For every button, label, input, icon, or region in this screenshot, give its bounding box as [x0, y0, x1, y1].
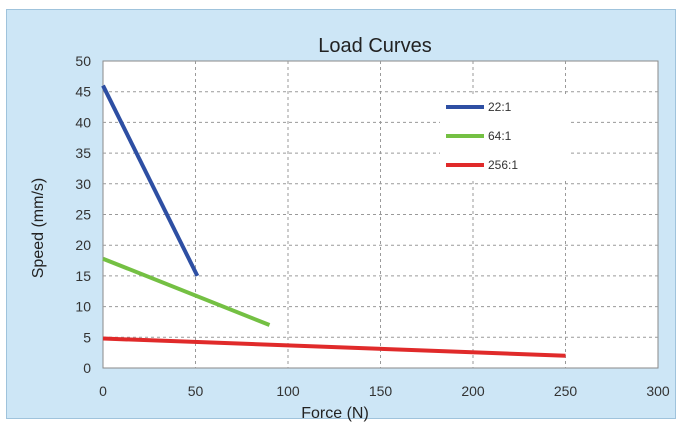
y-tick-label: 35 — [75, 145, 91, 161]
legend-label: 256:1 — [488, 158, 518, 172]
series-lines — [101, 84, 566, 358]
x-tick-label: 100 — [276, 383, 300, 399]
x-axis-label: Force (N) — [301, 405, 369, 422]
y-tick-label: 30 — [75, 176, 91, 192]
tick-labels: 0 50 100 150 200 250 300 0 5 10 15 20 25 30 35 40 45 50 — [75, 53, 669, 399]
x-tick-label: 250 — [554, 383, 578, 399]
legend: 22:1 64:1 256:1 — [440, 95, 570, 180]
y-axis-label: Speed (mm/s) — [30, 178, 47, 278]
y-tick-label: 50 — [75, 53, 91, 69]
y-tick-label: 10 — [75, 299, 91, 315]
y-tick-label: 15 — [75, 268, 91, 284]
x-tick-label: 150 — [369, 383, 393, 399]
y-tick-label: 40 — [75, 114, 91, 130]
y-tick-label: 0 — [83, 360, 91, 376]
x-tick-label: 200 — [461, 383, 485, 399]
x-tick-label: 0 — [99, 383, 107, 399]
series-line-64-1 — [102, 256, 271, 327]
y-tick-label: 45 — [75, 84, 91, 100]
chart-title: Load Curves — [318, 35, 431, 57]
legend-label: 22:1 — [488, 100, 512, 114]
series-line-256-1 — [102, 336, 566, 358]
series-line-22-1 — [101, 84, 200, 277]
y-tick-label: 20 — [75, 237, 91, 253]
legend-label: 64:1 — [488, 129, 512, 143]
y-tick-label: 25 — [75, 207, 91, 223]
x-tick-label: 50 — [188, 383, 204, 399]
x-tick-label: 300 — [646, 383, 670, 399]
y-tick-label: 5 — [83, 329, 91, 345]
